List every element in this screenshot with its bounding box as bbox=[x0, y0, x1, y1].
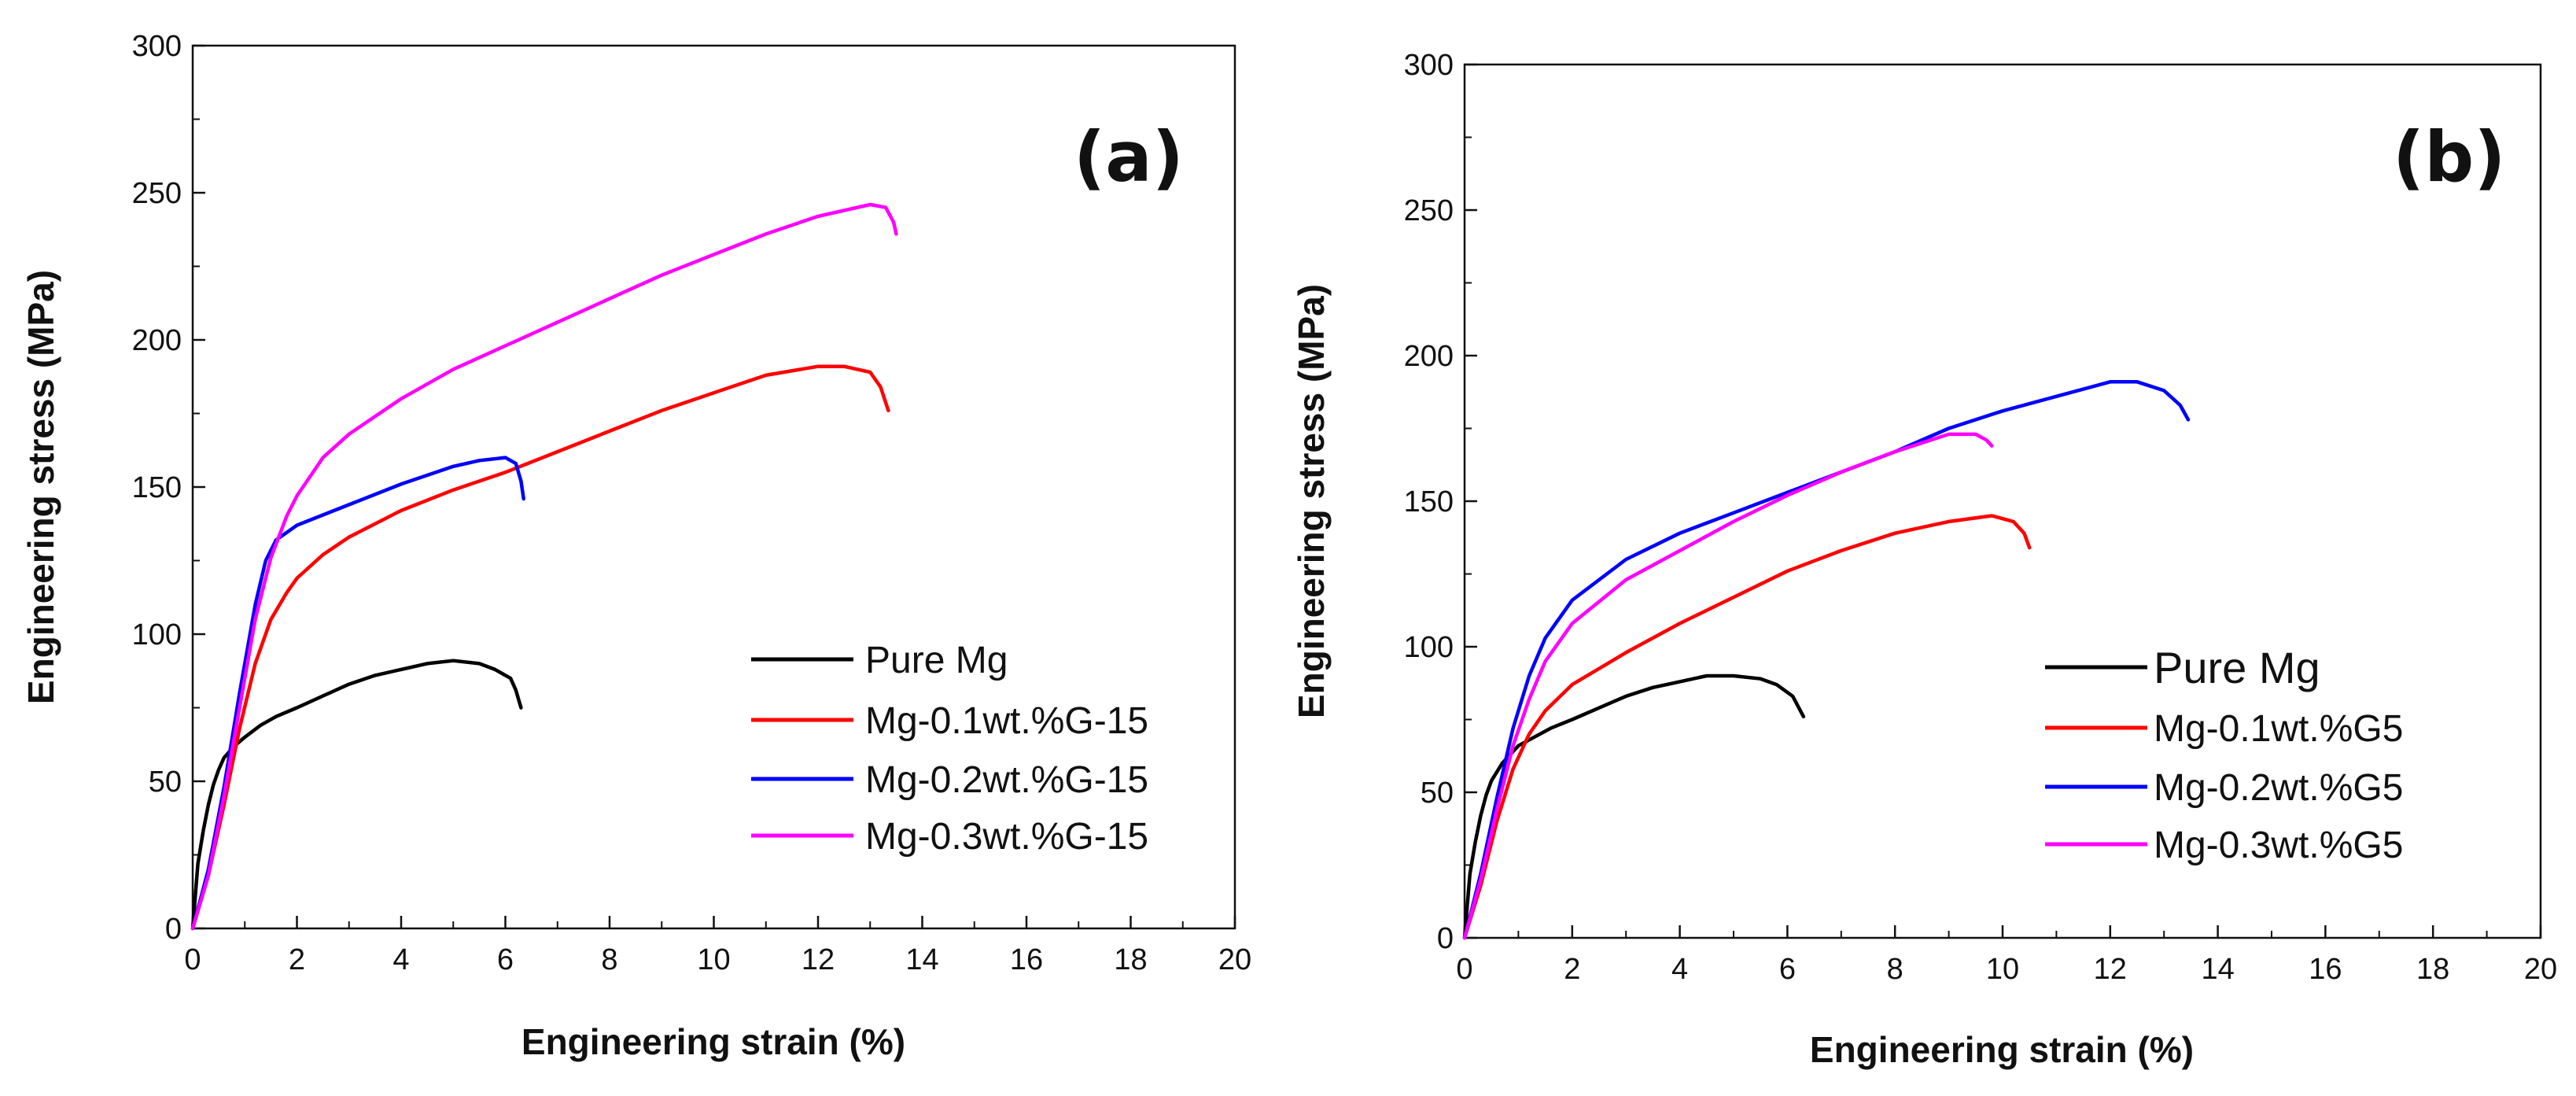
x-tick-label-a-7: 14 bbox=[905, 943, 938, 976]
legend-entry-b-1: Mg-0.1wt.%G5 bbox=[2154, 708, 2403, 750]
x-tick-label-a-2: 4 bbox=[392, 943, 409, 976]
legend-entry-a-3: Mg-0.3wt.%G-15 bbox=[865, 816, 1148, 858]
y-tick-label-a-6: 300 bbox=[132, 30, 182, 63]
series-line-b-2 bbox=[1462, 380, 2191, 940]
series-lines-a bbox=[190, 202, 898, 931]
y-ticks-a: 0 50 100 150 200 250 300 bbox=[132, 30, 205, 946]
series-line-b-1 bbox=[1462, 514, 2032, 940]
series-line-b-3 bbox=[1462, 432, 1994, 940]
x-tick-label-b-7: 14 bbox=[2201, 953, 2234, 986]
y-tick-label-a-4: 200 bbox=[132, 324, 182, 357]
x-tick-label-a-3: 6 bbox=[497, 943, 514, 976]
y-ticks-b: 0 50 100 150 200 250 300 bbox=[1404, 49, 1477, 955]
x-tick-label-b-1: 2 bbox=[1564, 953, 1580, 986]
y-tick-label-b-6: 300 bbox=[1404, 49, 1454, 82]
legend-entry-a-2: Mg-0.2wt.%G-15 bbox=[865, 759, 1148, 801]
x-tick-label-b-9: 18 bbox=[2416, 953, 2449, 986]
x-ticks-b: 0 2 4 6 8 10 12 14 16 18 20 bbox=[1456, 925, 2557, 986]
legend-b: Pure Mg Mg-0.1wt.%G5 Mg-0.2wt.%G5 Mg-0.3… bbox=[2045, 643, 2403, 866]
series-line-b-0 bbox=[1462, 673, 1806, 940]
y-tick-label-b-4: 200 bbox=[1404, 340, 1454, 373]
x-tick-label-a-8: 16 bbox=[1010, 943, 1043, 976]
x-tick-label-a-5: 10 bbox=[697, 943, 730, 976]
series-line-a-1 bbox=[190, 364, 890, 931]
y-tick-label-a-3: 150 bbox=[132, 471, 182, 504]
x-tick-label-a-0: 0 bbox=[184, 943, 201, 976]
x-tick-label-b-5: 10 bbox=[1986, 953, 2019, 986]
y-tick-label-a-0: 0 bbox=[165, 913, 182, 946]
panel-label-a: (a) bbox=[1074, 116, 1184, 197]
x-tick-label-a-6: 12 bbox=[802, 943, 835, 976]
x-tick-label-a-9: 18 bbox=[1114, 943, 1147, 976]
x-axis-label-a: Engineering strain (%) bbox=[521, 1021, 905, 1062]
legend-a: Pure Mg Mg-0.1wt.%G-15 Mg-0.2wt.%G-15 Mg… bbox=[751, 640, 1148, 858]
series-lines-b bbox=[1462, 380, 2191, 940]
legend-entry-b-3: Mg-0.3wt.%G5 bbox=[2154, 825, 2403, 866]
x-tick-label-b-10: 20 bbox=[2524, 953, 2557, 986]
legend-entry-a-0: Pure Mg bbox=[865, 640, 1008, 681]
y-axis-label-b: Engineering stress (MPa) bbox=[1291, 284, 1332, 718]
x-tick-label-b-0: 0 bbox=[1456, 953, 1472, 986]
x-tick-label-a-10: 20 bbox=[1218, 943, 1251, 976]
y-tick-label-b-0: 0 bbox=[1437, 922, 1454, 955]
x-tick-label-b-2: 4 bbox=[1671, 953, 1688, 986]
y-axis-label-a: Engineering stress (MPa) bbox=[20, 270, 61, 704]
series-line-a-0 bbox=[190, 659, 523, 931]
y-tick-label-a-1: 50 bbox=[149, 766, 182, 799]
x-tick-label-a-4: 8 bbox=[601, 943, 617, 976]
y-tick-label-a-2: 100 bbox=[132, 618, 182, 651]
series-line-a-3 bbox=[190, 202, 898, 931]
y-tick-label-b-3: 150 bbox=[1404, 485, 1454, 518]
y-tick-label-b-1: 50 bbox=[1421, 777, 1454, 810]
x-tick-label-b-6: 12 bbox=[2094, 953, 2127, 986]
y-tick-label-b-2: 100 bbox=[1404, 631, 1454, 664]
x-axis-label-b: Engineering strain (%) bbox=[1810, 1029, 2194, 1070]
panel-b: 0 50 100 150 200 250 300 0 2 4 6 8 10 12 14 16 18 20 (b)… bbox=[1291, 49, 2557, 1070]
x-tick-label-b-3: 6 bbox=[1779, 953, 1796, 986]
panel-a: 0 50 100 150 200 250 300 0 2 4 6 8 10 12 14 16 18 20 (a)… bbox=[20, 30, 1251, 1062]
legend-entry-b-2: Mg-0.2wt.%G5 bbox=[2154, 767, 2403, 809]
x-ticks-a: 0 2 4 6 8 10 12 14 16 18 20 bbox=[184, 916, 1251, 976]
y-tick-label-b-5: 250 bbox=[1404, 194, 1454, 227]
y-tick-label-a-5: 250 bbox=[132, 177, 182, 210]
x-tick-label-a-1: 2 bbox=[289, 943, 305, 976]
x-tick-label-b-4: 8 bbox=[1887, 953, 1903, 986]
panel-label-b: (b) bbox=[2393, 116, 2505, 197]
legend-entry-b-0: Pure Mg bbox=[2154, 643, 2320, 692]
series-line-a-2 bbox=[190, 456, 525, 931]
x-tick-label-b-8: 16 bbox=[2309, 953, 2342, 986]
legend-entry-a-1: Mg-0.1wt.%G-15 bbox=[865, 700, 1148, 742]
